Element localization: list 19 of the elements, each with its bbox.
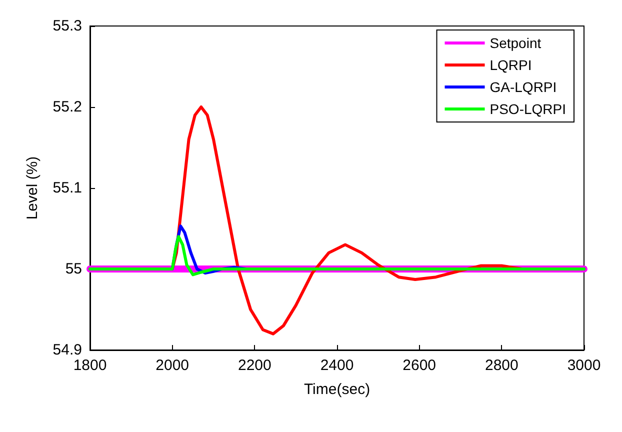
x-tick-label: 2000 (156, 357, 190, 374)
legend-label: Setpoint (490, 35, 542, 51)
y-tick-label: 55.2 (52, 98, 82, 116)
x-tick-label: 1800 (73, 357, 107, 374)
legend-label: GA-LQRPI (490, 79, 557, 95)
x-tick-label: 2600 (402, 357, 436, 374)
x-tick-label: 2200 (238, 357, 272, 374)
x-tick-label: 3000 (567, 357, 601, 374)
y-tick-label: 55 (65, 260, 82, 278)
line-series (88, 235, 586, 276)
y-tick-label: 55.3 (52, 18, 82, 34)
y-axis-title: Level (%) (24, 156, 41, 220)
y-tick-label: 55.1 (52, 180, 82, 196)
legend-label: PSO-LQRPI (490, 101, 566, 117)
x-tick-label: 2400 (320, 357, 354, 374)
legend-label: LQRPI (490, 57, 532, 73)
x-tick-label: 2800 (484, 357, 518, 374)
y-tick-label: 54.9 (52, 342, 82, 358)
x-axis-title: Time(sec) (304, 381, 370, 398)
